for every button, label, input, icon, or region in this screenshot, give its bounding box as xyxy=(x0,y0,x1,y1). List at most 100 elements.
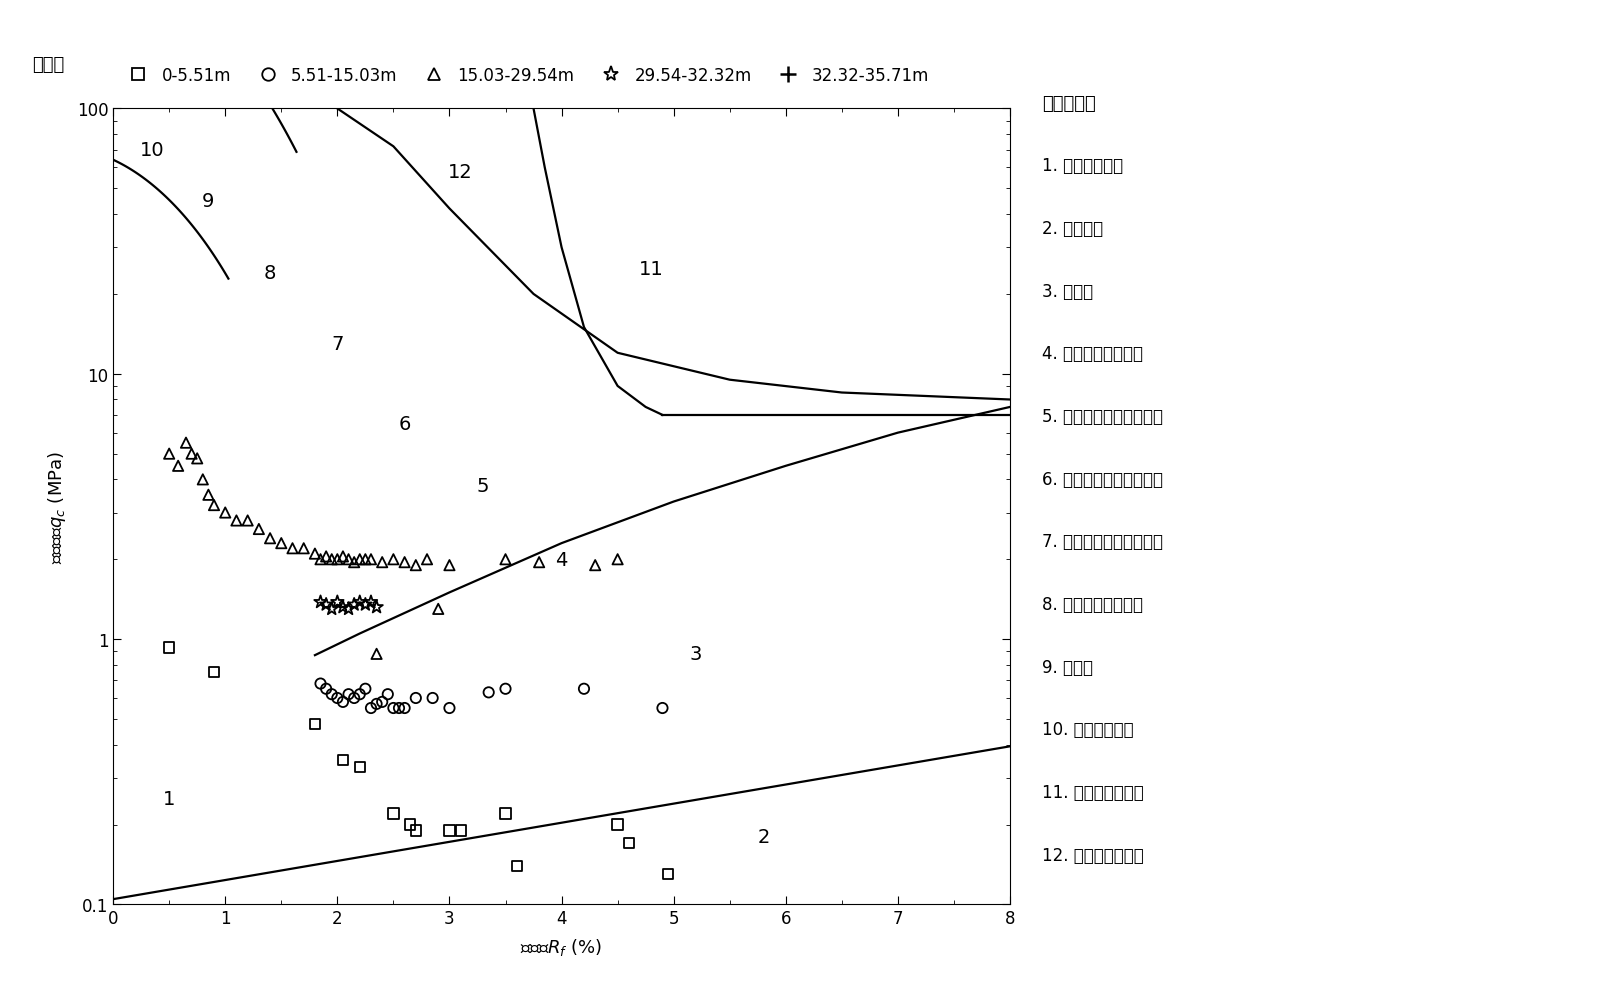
Point xyxy=(475,685,501,701)
Text: 8. 砂土到粉质砂土；: 8. 砂土到粉质砂土； xyxy=(1042,595,1144,613)
Text: 2: 2 xyxy=(758,827,769,846)
Point xyxy=(650,701,675,717)
Point xyxy=(359,552,385,568)
Point xyxy=(352,552,378,568)
Point xyxy=(234,513,260,529)
Text: 11: 11 xyxy=(638,259,664,278)
Point xyxy=(330,541,356,557)
Point xyxy=(414,552,440,568)
Point xyxy=(436,701,462,717)
Text: 6: 6 xyxy=(399,414,410,433)
Point xyxy=(341,555,367,571)
Point xyxy=(330,599,356,615)
Text: 9: 9 xyxy=(202,192,215,211)
Point xyxy=(336,601,362,617)
Legend: 0-5.51m, 5.51-15.03m, 15.03-29.54m, 29.54-32.32m, 32.32-35.71m: 0-5.51m, 5.51-15.03m, 15.03-29.54m, 29.5… xyxy=(121,68,929,85)
Point xyxy=(570,681,596,697)
Point xyxy=(291,536,317,552)
Point xyxy=(347,759,373,775)
Point xyxy=(330,694,356,710)
Point xyxy=(268,536,294,552)
Point xyxy=(616,836,642,852)
Text: 1: 1 xyxy=(163,789,176,808)
Text: 8: 8 xyxy=(263,264,276,283)
Point xyxy=(368,694,394,710)
Point xyxy=(359,701,385,717)
Point xyxy=(436,558,462,574)
Point xyxy=(654,867,680,883)
Point xyxy=(402,823,428,839)
Point xyxy=(402,690,428,706)
Point xyxy=(352,681,378,697)
Text: 6. 砂质粉土到粘质粉土；: 6. 砂质粉土到粘质粉土； xyxy=(1042,470,1164,488)
Point xyxy=(223,513,249,529)
Point xyxy=(157,446,183,462)
Point xyxy=(200,498,226,514)
Point xyxy=(302,546,328,562)
Text: 4. 粉质粘土到粘土；: 4. 粉质粘土到粘土； xyxy=(1042,345,1144,363)
Point xyxy=(347,687,373,703)
Point xyxy=(425,601,451,617)
Point xyxy=(314,681,339,697)
Text: 2. 有机物；: 2. 有机物； xyxy=(1042,220,1104,238)
Point xyxy=(359,544,385,560)
Point xyxy=(336,687,362,703)
Point xyxy=(330,549,356,565)
Text: 4: 4 xyxy=(556,551,567,570)
Point xyxy=(165,458,191,474)
Point xyxy=(436,823,462,839)
Point xyxy=(307,594,333,610)
Text: 5: 5 xyxy=(477,476,490,495)
Point xyxy=(246,522,271,538)
Point xyxy=(527,555,553,571)
Point xyxy=(179,526,205,542)
Point xyxy=(493,681,519,697)
Point xyxy=(325,552,351,568)
Point xyxy=(291,541,317,557)
Point xyxy=(184,451,210,467)
Point xyxy=(364,646,389,662)
Point xyxy=(212,505,238,521)
Text: 3: 3 xyxy=(690,645,703,664)
Point xyxy=(318,601,344,617)
Point xyxy=(257,531,283,547)
Text: 10. 砾砂到砂土；: 10. 砾砂到砂土； xyxy=(1042,721,1134,739)
Point xyxy=(504,858,530,874)
X-axis label: 摩阻比$R_f$ (%): 摩阻比$R_f$ (%) xyxy=(520,935,603,956)
Text: 11. 很硬的细粒土；: 11. 很硬的细粒土； xyxy=(1042,783,1144,801)
Point xyxy=(364,696,389,712)
Text: 5. 粘质粉土到粉质粘土；: 5. 粘质粉土到粉质粘土； xyxy=(1042,408,1164,425)
Point xyxy=(402,558,428,574)
Point xyxy=(380,806,406,822)
Point xyxy=(448,823,473,839)
Point xyxy=(307,552,333,568)
Point xyxy=(347,552,373,568)
Point xyxy=(398,817,423,833)
Text: 图例：: 图例： xyxy=(32,56,65,74)
Point xyxy=(380,552,406,568)
Point xyxy=(196,487,221,503)
Point xyxy=(341,597,367,613)
Point xyxy=(191,472,217,488)
Text: 12. 砂土到粘质砂土: 12. 砂土到粘质砂土 xyxy=(1042,846,1144,864)
Text: 9. 砂土；: 9. 砂土； xyxy=(1042,658,1094,676)
Point xyxy=(336,552,362,568)
Point xyxy=(307,676,333,692)
Text: 12: 12 xyxy=(448,163,473,182)
Point xyxy=(604,552,630,568)
Point xyxy=(200,665,226,681)
Point xyxy=(179,446,205,462)
Point xyxy=(314,549,339,565)
Point xyxy=(352,597,378,613)
Point xyxy=(493,552,519,568)
Text: 土体类型：: 土体类型： xyxy=(1042,94,1096,112)
Point xyxy=(318,552,344,568)
Point xyxy=(368,555,394,571)
Point xyxy=(314,597,339,613)
Text: 7. 粉质砂土到砂质粉土；: 7. 粉质砂土到砂质粉土； xyxy=(1042,533,1164,551)
Point xyxy=(347,594,373,610)
Point xyxy=(380,701,406,717)
Point xyxy=(302,716,328,732)
Point xyxy=(391,555,417,571)
Point xyxy=(493,806,519,822)
